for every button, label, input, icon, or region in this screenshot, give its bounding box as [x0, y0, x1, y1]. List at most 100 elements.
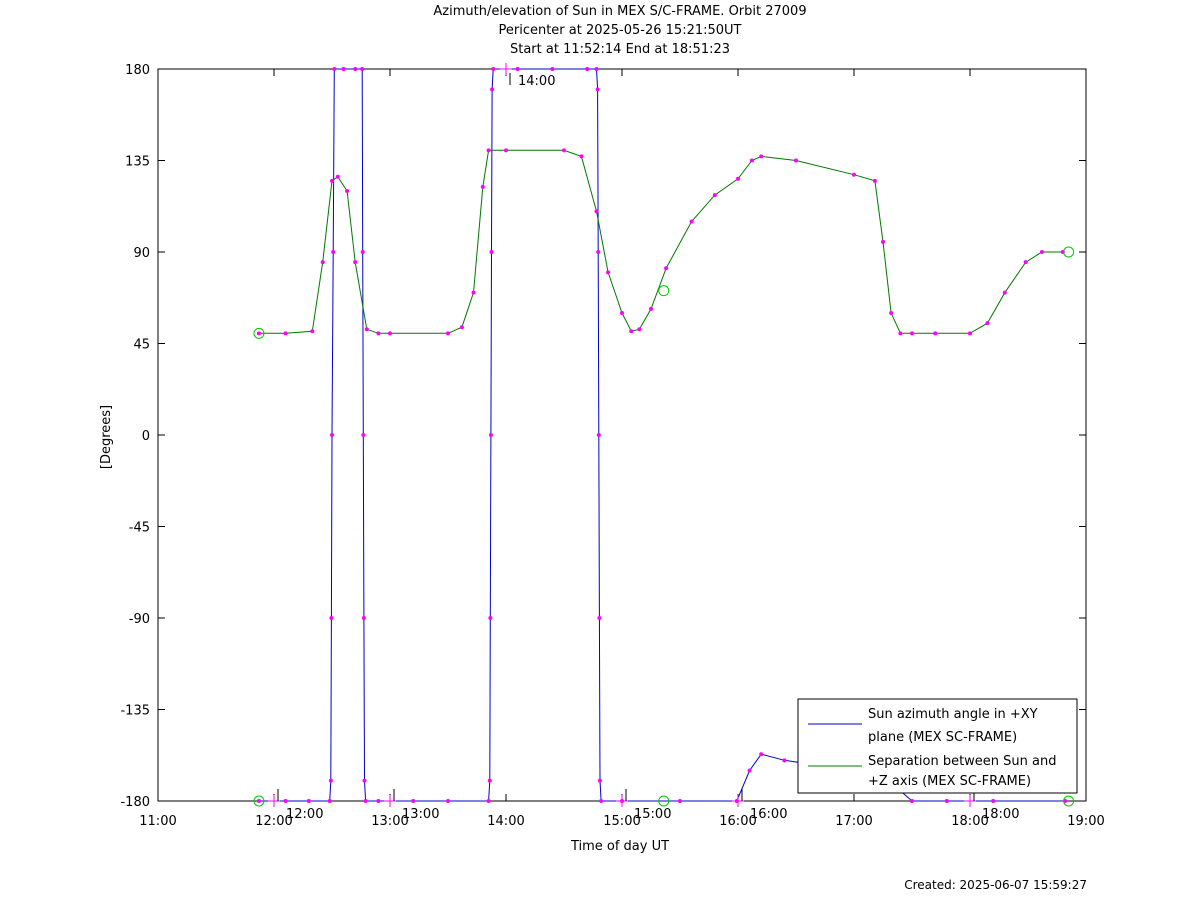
- data-points: [253, 67, 1075, 807]
- data-point: [471, 290, 476, 295]
- x-tick-label: 16:00: [719, 814, 756, 829]
- series-line-separation: [258, 149, 1063, 334]
- hour-markers: 12:00 13:00 14:00 15:00 16:00 18:00: [268, 63, 1019, 822]
- event-marker: [1063, 246, 1075, 258]
- axis-tick-labels: 11:00 12:00 13:00 14:00 15:00 16:00 17:00 18:00…: [120, 63, 1104, 829]
- data-point: [759, 154, 764, 159]
- data-point: [599, 799, 604, 803]
- data-point: [637, 327, 642, 332]
- data-point: [376, 331, 381, 336]
- data-point: [345, 189, 350, 193]
- legend: Sun azimuth angle in +XY plane (MEX SC-F…: [797, 698, 1078, 794]
- data-point: [480, 184, 485, 189]
- data-point: [606, 270, 611, 275]
- data-point: [596, 433, 601, 437]
- data-point: [330, 433, 334, 437]
- data-point: [486, 799, 491, 803]
- data-point: [306, 799, 311, 803]
- created-timestamp: Created: 2025-06-07 15:59:27: [904, 878, 1087, 892]
- data-point: [794, 158, 798, 163]
- series-line-azimuth: [258, 68, 1066, 802]
- data-point: [332, 67, 337, 71]
- data-point: [362, 778, 367, 783]
- data-point: [335, 174, 340, 179]
- data-point: [487, 778, 492, 783]
- data-point: [872, 178, 877, 183]
- data-point: [360, 250, 365, 254]
- data-point: [782, 758, 787, 763]
- data-point: [689, 219, 694, 224]
- data-point: [1039, 250, 1044, 254]
- data-point: [320, 260, 325, 265]
- data-point: [585, 67, 590, 71]
- data-point: [361, 433, 366, 437]
- data-point: [1023, 260, 1028, 265]
- data-point: [852, 172, 856, 177]
- chart-title-line-2: Pericenter at 2025-05-26 15:21:50UT: [498, 23, 742, 38]
- event-marker: [253, 327, 265, 339]
- data-point: [364, 327, 369, 332]
- x-tick-label: 18:00: [951, 814, 988, 829]
- data-point: [411, 799, 416, 803]
- hour-marker-label: 14:00: [518, 74, 555, 89]
- data-point: [910, 331, 914, 336]
- x-tick-label: 11:00: [139, 814, 176, 829]
- data-point: [597, 778, 602, 783]
- hour-marker-label: 18:00: [982, 807, 1019, 822]
- legend-label-azimuth-2: plane (MEX SC-FRAME): [868, 730, 1017, 745]
- plot-frame: [157, 68, 1087, 802]
- x-tick-label: 19:00: [1067, 814, 1104, 829]
- y-tick-label: 90: [133, 246, 150, 261]
- x-tick-label: 14:00: [487, 814, 524, 829]
- data-point: [283, 799, 288, 803]
- event-marker: [658, 795, 670, 807]
- data-point: [759, 752, 764, 757]
- data-point: [736, 176, 740, 181]
- chart-title-line-1: Azimuth/elevation of Sun in MEX S/C-FRAM…: [433, 4, 807, 19]
- y-tick-label: -180: [120, 795, 150, 810]
- data-point: [562, 148, 566, 153]
- series-lines: [258, 68, 1066, 802]
- x-tick-label: 12:00: [255, 814, 292, 829]
- y-tick-label: 180: [125, 63, 150, 78]
- y-tick-label: -90: [129, 612, 150, 627]
- data-point: [388, 331, 392, 336]
- data-point: [488, 433, 493, 437]
- data-point: [353, 260, 358, 265]
- event-marker: [658, 285, 670, 297]
- data-point: [968, 331, 972, 336]
- data-point: [504, 148, 508, 153]
- y-axis-label: [Degrees]: [99, 405, 114, 469]
- data-point: [329, 616, 334, 620]
- event-marker: [1063, 795, 1075, 807]
- data-point: [446, 331, 450, 336]
- data-point: [360, 67, 365, 71]
- data-point: [898, 331, 903, 336]
- data-point: [490, 87, 495, 92]
- data-point: [353, 67, 358, 71]
- data-point: [594, 67, 599, 71]
- event-marker: [253, 795, 265, 807]
- data-point: [1002, 290, 1007, 295]
- y-tick-label: -135: [120, 704, 150, 719]
- legend-label-azimuth-1: Sun azimuth angle in +XY: [868, 707, 1038, 722]
- data-point: [595, 87, 600, 92]
- data-point: [489, 250, 494, 254]
- data-point: [579, 154, 584, 159]
- data-point: [491, 67, 496, 71]
- data-point: [712, 193, 717, 198]
- y-tick-label: 135: [125, 155, 150, 170]
- data-point: [550, 67, 555, 71]
- legend-label-separation-1: Separation between Sun and: [868, 754, 1056, 769]
- data-point: [889, 311, 894, 315]
- x-tick-label: 17:00: [835, 814, 872, 829]
- hour-marker-label: 12:00: [286, 807, 323, 822]
- x-axis-label: Time of day UT: [570, 839, 669, 854]
- legend-label-separation-2: +Z axis (MEX SC-FRAME): [868, 774, 1031, 789]
- data-point: [629, 329, 634, 334]
- y-tick-label: 0: [142, 429, 150, 444]
- data-point: [446, 799, 450, 803]
- hour-marker-label: 13:00: [402, 807, 439, 822]
- data-point: [256, 331, 261, 336]
